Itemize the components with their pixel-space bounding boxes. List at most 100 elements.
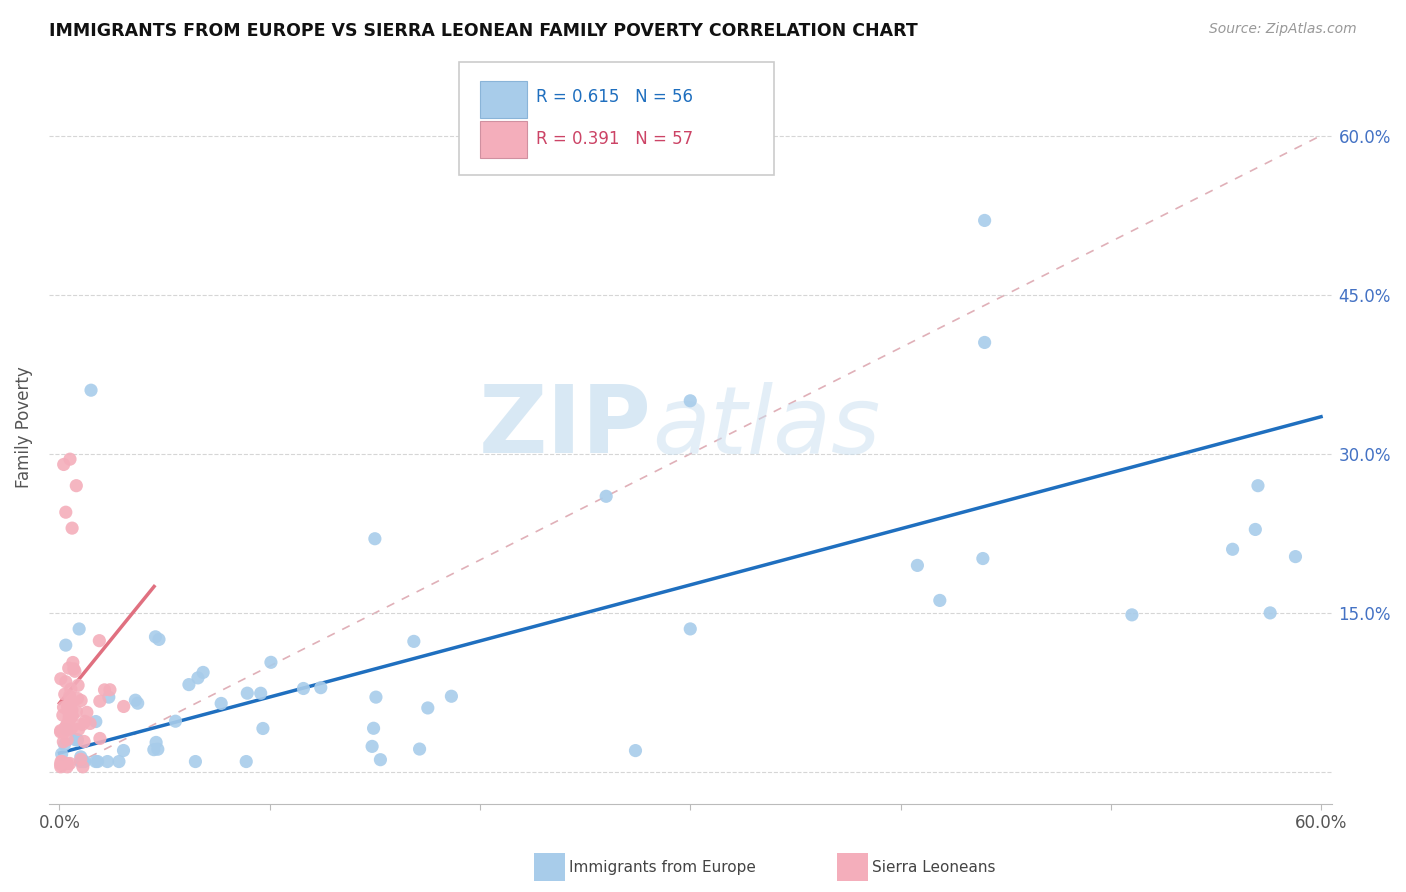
Point [1247, 478, 1270, 492]
Point [624, 743, 647, 757]
Point [59, 756, 82, 771]
Point [408, 742, 430, 756]
Point [52, 708, 75, 723]
Point [49, 672, 72, 686]
Point [67, 678, 90, 692]
Point [60, 521, 83, 535]
Point [364, 690, 387, 705]
Point [146, 742, 169, 756]
Point [49, 723, 72, 738]
Text: IMMIGRANTS FROM EUROPE VS SIERRA LEONEAN FAMILY POVERTY CORRELATION CHART: IMMIGRANTS FROM EUROPE VS SIERRA LEONEAN… [49, 22, 918, 40]
Point [58, 661, 80, 675]
Point [67, 622, 90, 636]
Point [145, 630, 167, 644]
Point [70, 693, 93, 707]
Point [80, 383, 103, 397]
Point [236, 686, 259, 700]
Point [127, 696, 149, 710]
Point [972, 551, 994, 566]
Point [73, 755, 96, 769]
Point [58, 715, 80, 730]
Point [145, 735, 167, 749]
Point [416, 701, 439, 715]
Point [52, 725, 75, 739]
Point [51, 755, 73, 769]
Point [89, 694, 111, 708]
Point [96, 755, 118, 769]
Point [49, 725, 72, 739]
Text: ZIP: ZIP [479, 382, 652, 474]
Point [55, 723, 77, 737]
Point [59, 682, 82, 697]
Point [370, 753, 392, 767]
Point [69, 749, 91, 764]
Point [55, 505, 77, 519]
Point [56, 732, 79, 747]
Point [52, 458, 75, 472]
Point [72, 760, 94, 774]
Point [65, 732, 87, 747]
Point [1222, 542, 1244, 557]
Point [595, 489, 617, 503]
Point [59, 452, 82, 467]
FancyBboxPatch shape [479, 81, 527, 118]
Point [260, 656, 283, 670]
Point [49, 760, 72, 774]
Point [62, 709, 84, 723]
Point [66, 732, 89, 747]
Point [191, 665, 214, 680]
Point [112, 699, 135, 714]
Point [249, 686, 271, 700]
Point [67, 723, 90, 737]
Point [59, 697, 82, 711]
Text: R = 0.615   N = 56: R = 0.615 N = 56 [536, 88, 693, 106]
Point [73, 714, 96, 729]
Point [59, 689, 82, 703]
Point [86, 755, 108, 769]
Point [62, 656, 84, 670]
Point [363, 721, 385, 735]
Point [55, 638, 77, 652]
Point [679, 393, 702, 408]
Point [69, 755, 91, 769]
Point [59, 708, 82, 723]
Point [53, 720, 76, 734]
Point [66, 732, 89, 747]
Point [1258, 606, 1281, 620]
Point [72, 755, 94, 769]
Point [49, 755, 72, 769]
Point [56, 760, 79, 774]
Point [905, 558, 928, 573]
Point [1121, 607, 1143, 622]
Point [252, 722, 274, 736]
Point [93, 682, 115, 697]
Point [60, 721, 83, 735]
Text: atlas: atlas [652, 382, 880, 473]
Point [928, 593, 950, 607]
Point [65, 705, 87, 719]
Point [70, 752, 93, 766]
Point [89, 633, 111, 648]
Point [165, 714, 187, 729]
Point [309, 681, 332, 695]
Point [59, 722, 82, 736]
Point [73, 734, 96, 748]
Point [108, 755, 131, 769]
Point [1244, 523, 1267, 537]
Point [60, 703, 83, 717]
Point [97, 690, 120, 705]
Point [63, 665, 86, 679]
FancyBboxPatch shape [460, 62, 773, 175]
Point [98, 682, 121, 697]
Y-axis label: Family Poverty: Family Poverty [15, 367, 32, 488]
Point [364, 532, 387, 546]
Point [361, 739, 384, 754]
Point [440, 690, 463, 704]
Point [55, 674, 77, 689]
Text: Immigrants from Europe: Immigrants from Europe [569, 860, 756, 874]
Point [52, 700, 75, 714]
Point [52, 735, 75, 749]
Point [235, 755, 257, 769]
Point [60, 694, 83, 708]
Point [62, 662, 84, 676]
